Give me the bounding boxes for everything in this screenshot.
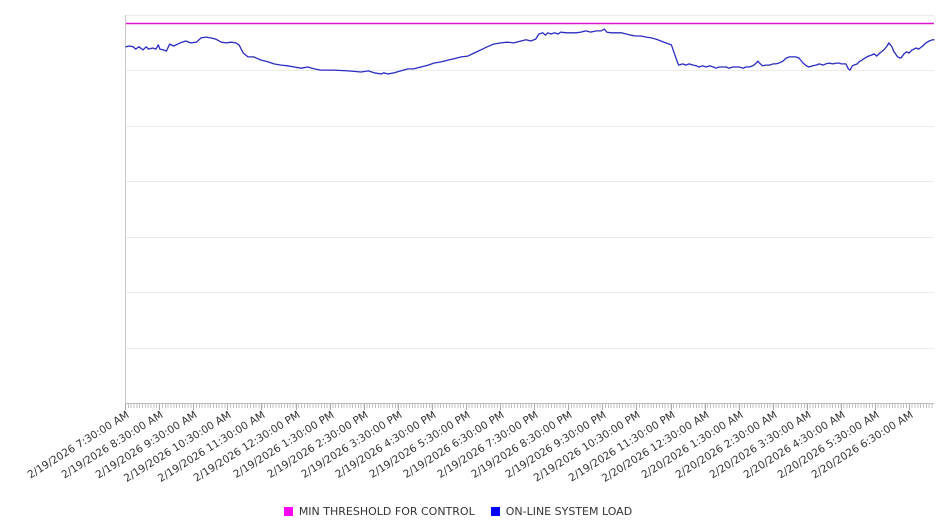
load-line	[125, 28, 935, 75]
legend-label-online-load: ON-LINE SYSTEM LOAD	[505, 505, 633, 518]
x-axis-hour-ticks	[125, 404, 933, 410]
x-axis-label: 2/19/2026 4:30:00 PM	[333, 409, 439, 481]
x-axis-hour-tick	[568, 404, 570, 410]
x-axis-label: 2/20/2026 3:30:00 AM	[707, 409, 814, 482]
x-axis-label: 2/19/2026 6:30:00 PM	[401, 409, 507, 481]
x-axis-labels: 2/19/2026 7:30:00 AM 2/19/2026 8:30:00 AM…	[26, 409, 933, 504]
gridline	[126, 15, 934, 16]
gridline	[126, 347, 934, 349]
x-axis-hour-tick	[534, 404, 536, 410]
x-axis-label: 2/20/2026 4:30:00 AM	[741, 409, 848, 482]
legend-item-online-load[interactable]: ON-LINE SYSTEM LOAD	[490, 505, 633, 518]
gridline	[126, 70, 934, 72]
legend-item-min-threshold[interactable]: MIN THRESHOLD FOR CONTROL	[283, 505, 475, 518]
x-axis-label: 2/20/2026 1:30:00 AM	[639, 409, 746, 482]
x-axis-hour-tick	[125, 404, 126, 410]
x-axis-label: 2/19/2026 9:30:00 PM	[503, 409, 609, 481]
legend: MIN THRESHOLD FOR CONTROL ON-LINE SYSTEM…	[0, 505, 916, 518]
x-axis-hour-tick	[329, 404, 331, 410]
x-axis-hour-tick	[227, 404, 229, 410]
x-axis-label: 2/19/2026 11:30:00 AM	[156, 409, 268, 485]
x-axis-label: 2/20/2026 2:30:00 AM	[673, 409, 780, 482]
x-axis-label: 2/19/2026 10:30:00 AM	[122, 409, 234, 485]
gridline	[126, 236, 934, 238]
x-axis-hour-tick	[500, 404, 501, 410]
x-axis-label: 2/19/2026 7:30:00 AM	[25, 409, 132, 482]
x-axis-hour-tick	[909, 404, 911, 410]
x-axis-label: 2/19/2026 1:30:00 PM	[230, 409, 336, 481]
x-axis-label: 2/20/2026 5:30:00 AM	[775, 409, 882, 482]
gridline	[126, 125, 934, 127]
plot-area	[125, 15, 935, 404]
x-axis-label: 2/19/2026 11:30:00 PM	[566, 409, 677, 485]
legend-label-min-threshold: MIN THRESHOLD FOR CONTROL	[298, 505, 475, 518]
x-axis-label: 2/19/2026 9:30:00 AM	[93, 409, 200, 482]
x-axis-hour-tick	[465, 404, 467, 410]
legend-swatch-magenta-icon	[283, 507, 293, 516]
x-axis-hour-tick	[397, 404, 399, 410]
x-axis-label: 2/20/2026 12:30:00 AM	[599, 409, 711, 485]
x-axis-label: 2/19/2026 12:30:00 PM	[191, 409, 302, 485]
x-axis-hour-tick	[602, 404, 604, 410]
x-axis-hour-tick	[193, 404, 195, 410]
x-axis-hour-tick	[840, 404, 842, 410]
x-axis-label: 2/19/2026 7:30:00 PM	[435, 409, 541, 481]
x-axis-hour-tick	[431, 404, 433, 410]
x-axis-label: 2/19/2026 5:30:00 PM	[367, 409, 473, 481]
x-axis-label: 2/19/2026 2:30:00 PM	[264, 409, 370, 481]
x-axis-hour-tick	[704, 404, 706, 410]
legend-swatch-blue-icon	[490, 507, 500, 516]
x-axis-hour-tick	[806, 404, 808, 410]
series-svg	[125, 22, 935, 75]
x-axis-hour-tick	[738, 404, 740, 410]
gridline	[126, 181, 934, 183]
x-axis-label: 2/19/2026 8:30:00 PM	[469, 409, 575, 481]
x-axis-hour-tick	[363, 404, 365, 410]
x-axis-hour-tick	[261, 404, 263, 410]
gridline	[126, 292, 934, 294]
x-axis-hour-tick	[670, 404, 672, 410]
x-axis-minor-ticks	[125, 404, 933, 408]
x-axis-hour-tick	[875, 404, 876, 410]
x-axis-hour-tick	[636, 404, 638, 410]
x-axis-hour-tick	[295, 404, 297, 410]
x-axis-label: 2/19/2026 10:30:00 PM	[532, 409, 643, 485]
x-axis-label: 2/19/2026 8:30:00 AM	[59, 409, 166, 482]
x-axis-label: 2/19/2026 3:30:00 PM	[298, 409, 405, 481]
x-axis-hour-tick	[772, 404, 774, 410]
x-axis-label: 2/20/2026 6:30:00 AM	[809, 409, 916, 482]
x-axis-hour-tick	[159, 404, 161, 410]
